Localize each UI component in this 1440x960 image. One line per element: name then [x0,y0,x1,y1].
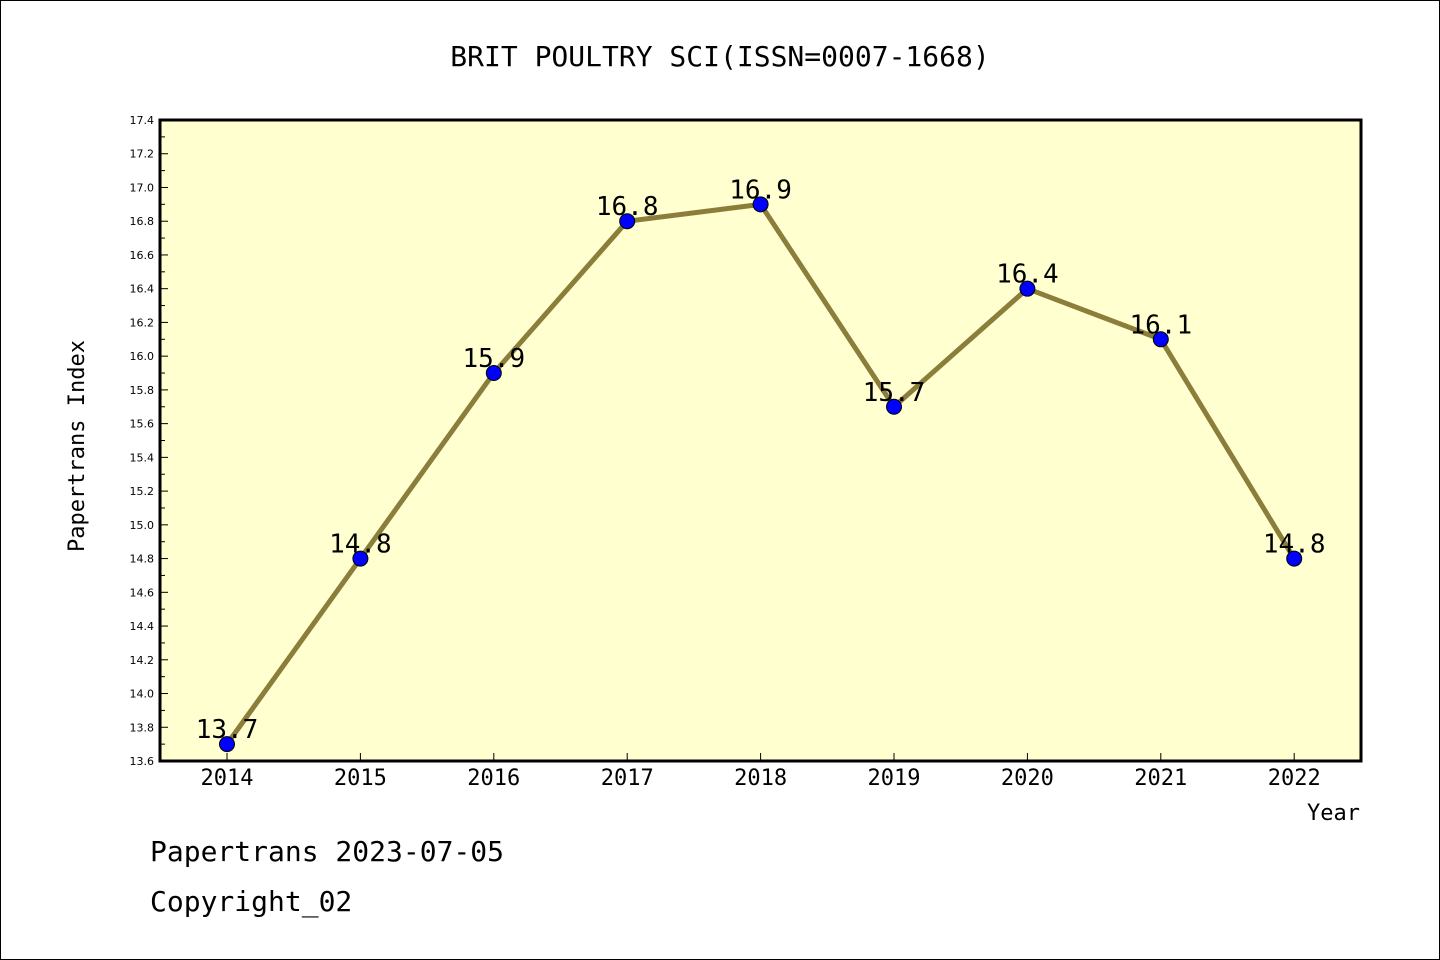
data-labels: 13.7 14.8 15.9 16.8 16.9 15.7 16.4 16.1 14.8 [196,175,1326,745]
plot-border [158,118,1363,763]
data-point [1286,550,1303,567]
data-label: 16.1 [1129,310,1192,340]
data-label: 15.7 [863,378,926,408]
y-tick-label: 16.0 [130,350,155,363]
y-tick-label: 15.4 [130,451,155,464]
x-axis: 2014 2015 2016 2017 2018 2019 2020 2021 2022 [201,753,1321,791]
x-tick-label: 2022 [1268,766,1321,791]
y-tick-label: 14.4 [130,620,155,633]
data-point [352,550,369,567]
y-tick-label: 14.0 [130,688,155,701]
x-axis-label: Year [1307,801,1360,826]
y-tick-label: 15.0 [130,519,155,532]
data-label: 16.9 [729,175,792,205]
series-markers [219,196,1303,753]
data-point [886,398,902,415]
x-tick-label: 2016 [467,766,520,791]
data-label: 16.8 [596,192,659,222]
data-label: 13.7 [196,715,259,745]
data-point [1019,280,1036,297]
plot-area [160,120,1361,761]
data-label: 14.8 [1263,530,1326,560]
y-tick-label: 16.4 [130,283,155,296]
data-label: 16.4 [996,260,1059,290]
x-tick-label: 2019 [868,766,921,791]
data-label: 15.9 [462,344,525,374]
y-tick-label: 14.6 [130,586,155,599]
data-point [752,196,769,213]
y-tick-label: 13.6 [130,755,155,768]
x-tick-label: 2015 [334,766,387,791]
data-label: 14.8 [329,530,392,560]
x-tick-label: 2014 [201,766,254,791]
x-tick-label: 2018 [734,766,787,791]
chart-title: BRIT POULTRY SCI(ISSN=0007-1668) [450,40,989,73]
x-tick-label: 2021 [1134,766,1187,791]
y-tick-label: 15.8 [130,384,155,397]
y-tick-label: 13.8 [130,721,155,734]
data-point [485,365,502,382]
y-tick-label: 16.2 [130,316,155,329]
x-tick-label: 2017 [601,766,654,791]
data-point [1152,331,1169,348]
y-tick-label: 16.6 [130,249,155,262]
y-tick-label: 15.6 [130,418,155,431]
footer-date: Papertrans 2023-07-05 [150,835,505,868]
y-tick-label: 16.8 [130,215,155,228]
y-tick-label: 14.2 [130,654,155,667]
data-point [619,213,636,230]
y-tick-label: 14.8 [130,553,155,566]
y-tick-label: 17.4 [130,114,155,127]
x-tick-label: 2020 [1001,766,1054,791]
footer-copyright: Copyright_02 [150,885,353,918]
data-point [219,736,235,753]
y-tick-label: 15.2 [130,485,155,498]
y-tick-label: 17.2 [130,148,155,161]
y-tick-label: 17.0 [130,181,155,194]
y-axis-label: Papertrans Index [65,340,90,552]
